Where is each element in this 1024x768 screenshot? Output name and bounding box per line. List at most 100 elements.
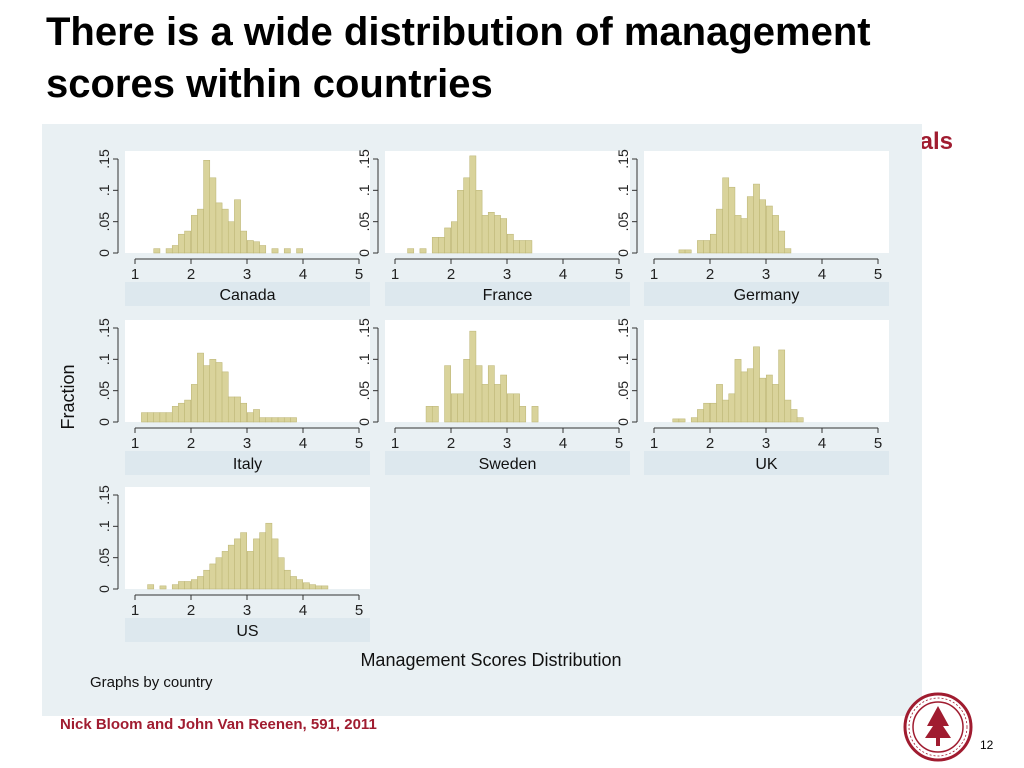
x-tick-label: 1 [131,266,139,283]
histogram-bar-france [438,237,445,254]
histogram-bar-italy [271,417,279,423]
histogram-bar-germany [753,183,760,254]
histogram-bar-canada [171,245,179,254]
histogram-bar-germany [740,218,748,254]
histogram-bar-us [296,579,303,590]
x-tick-label: 4 [818,435,826,452]
histogram-bar-us [178,581,185,590]
histogram-bar-italy [283,417,291,423]
panel-label-uk: UK [755,456,778,473]
histogram-bar-italy [184,399,191,423]
y-tick-label: .15 [96,149,112,169]
x-tick-label: 1 [650,266,658,283]
histogram-bar-germany [766,205,773,254]
histogram-bar-canada [227,221,235,254]
y-tick-label: 0 [356,418,372,426]
panel-label-us: US [236,623,258,640]
y-tick-label: .15 [356,318,372,338]
histogram-bar-germany [734,215,742,254]
chart-title: Management Scores Distribution [360,650,621,670]
x-tick-label: 5 [874,266,882,283]
histogram-bar-canada [165,248,173,254]
x-tick-label: 3 [243,266,251,283]
histogram-bar-italy [227,396,235,423]
panel-us-label-strip [125,618,370,642]
histogram-bar-canada [283,248,291,254]
histogram-bar-us [315,585,323,590]
histogram-bar-germany [759,199,767,254]
histogram-bar-us [159,585,167,590]
histogram-bar-sweden [451,393,458,423]
histogram-bar-uk [734,359,742,423]
y-tick-label: .1 [96,520,112,532]
histogram-bar-france [525,240,533,254]
y-tick-label: .15 [96,318,112,338]
y-tick-label: 0 [615,249,631,257]
x-tick-label: 4 [299,602,307,619]
y-tick-label: .15 [96,485,112,505]
histogram-bar-us [221,551,229,590]
y-tick-label: .1 [356,353,372,365]
panel-italy-label-strip [125,451,370,475]
x-tick-label: 4 [818,266,826,283]
x-tick-label: 2 [706,435,714,452]
histogram-bar-france [407,248,415,254]
histogram-bar-france [444,227,451,254]
x-tick-label: 1 [391,266,399,283]
y-tick-label: 0 [96,585,112,593]
histogram-bar-uk [772,384,779,423]
histogram-bar-sweden [425,406,433,423]
x-tick-label: 5 [874,435,882,452]
histogram-bar-canada [191,215,198,254]
histogram-bar-italy [277,417,285,423]
x-tick-label: 2 [187,435,195,452]
histogram-bar-uk [703,402,711,423]
panel-italy-plot-region [125,320,370,422]
histogram-bar-sweden [500,374,507,423]
y-tick-label: .15 [356,149,372,169]
histogram-bar-italy [290,417,297,423]
histogram-bar-canada [234,199,241,254]
histogram-bar-italy [259,417,267,423]
histogram-bar-italy [165,412,173,423]
histogram-bar-uk [790,409,798,423]
histogram-bar-italy [215,362,223,423]
histogram-bar-france [481,215,489,254]
panel-label-france: France [483,287,533,304]
histogram-bar-sweden [519,406,527,423]
histogram-bar-canada [153,248,161,254]
histogram-bar-us [303,582,310,590]
histogram-bar-italy [203,365,211,423]
histogram-bar-france [463,177,471,254]
histogram-bar-italy [209,359,217,423]
histogram-bar-italy [147,412,155,423]
histogram-bar-us [259,532,267,590]
histogram-bar-uk [746,368,754,423]
x-tick-label: 3 [762,435,770,452]
histogram-bar-italy [178,402,185,423]
histogram-bar-italy [265,417,273,423]
histogram-bar-uk [710,402,717,423]
x-tick-label: 1 [650,435,658,452]
histogram-bar-canada [253,241,260,254]
slide-title: There is a wide distribution of manageme… [46,10,871,106]
x-tick-label: 2 [706,266,714,283]
panel-canada-plot-region [125,151,370,253]
histogram-bar-us [277,557,285,590]
histogram-bar-sweden [444,365,451,423]
histogram-bar-us [290,576,297,590]
panel-germany-label-strip [644,282,889,306]
histogram-bar-germany [678,249,686,254]
panel-label-germany: Germany [734,287,800,304]
histogram-bar-germany [703,240,711,254]
x-tick-label: 3 [503,435,511,452]
y-tick-label: .05 [356,212,372,232]
histogram-bar-france [431,237,439,254]
histogram-bar-canada [296,248,303,254]
histogram-bar-sweden [431,406,439,423]
histogram-bar-us [215,557,223,590]
histogram-bar-sweden [494,384,501,423]
y-tick-label: .1 [96,184,112,196]
x-tick-label: 3 [503,266,511,283]
